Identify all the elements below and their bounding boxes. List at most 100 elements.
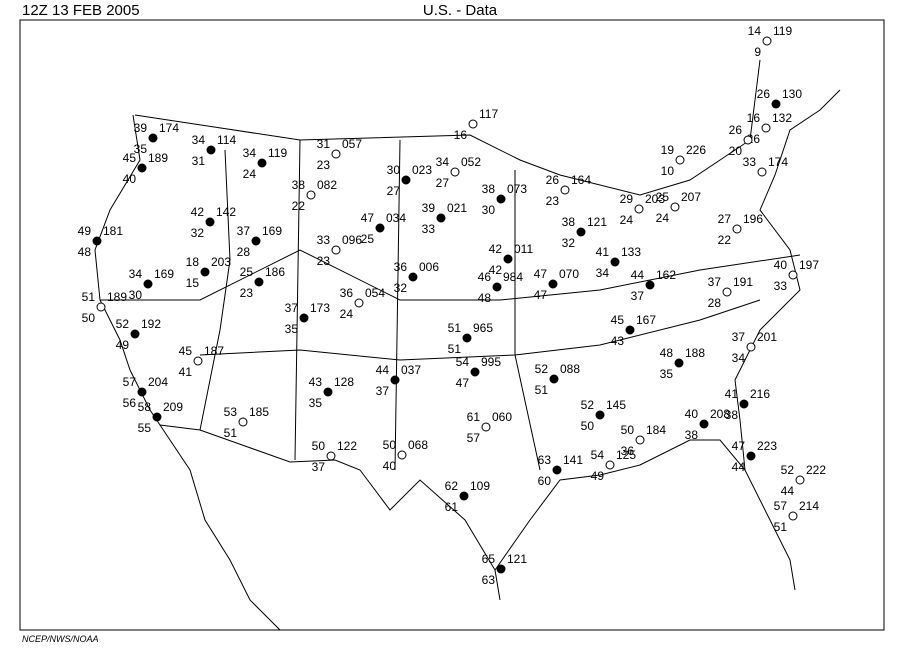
dewpoint: 49 bbox=[591, 469, 605, 483]
map-title: U.S. - Data bbox=[423, 2, 498, 19]
temperature: 50 bbox=[621, 423, 635, 437]
pressure: 119 bbox=[773, 24, 792, 38]
temperature: 52 bbox=[116, 317, 130, 331]
station-marker bbox=[674, 358, 684, 368]
dewpoint: 36 bbox=[621, 444, 635, 458]
station-marker bbox=[130, 329, 140, 339]
dewpoint: 24 bbox=[243, 167, 257, 181]
temperature: 41 bbox=[596, 245, 610, 259]
temperature: 51 bbox=[82, 290, 96, 304]
pressure: 125 bbox=[616, 448, 636, 462]
temperature: 38 bbox=[292, 178, 306, 192]
pressure: 191 bbox=[733, 275, 753, 289]
pressure: 208 bbox=[710, 407, 730, 421]
station-marker bbox=[323, 387, 333, 397]
station-marker bbox=[670, 202, 680, 212]
pressure: 185 bbox=[249, 405, 269, 419]
temperature: 26 bbox=[757, 87, 771, 101]
temperature: 36 bbox=[394, 260, 408, 274]
temperature: 52 bbox=[581, 398, 595, 412]
temperature: 38 bbox=[482, 182, 496, 196]
station-marker bbox=[722, 287, 732, 297]
pressure: 214 bbox=[799, 499, 819, 513]
pressure: 082 bbox=[317, 178, 337, 192]
pressure: 057 bbox=[342, 137, 362, 151]
dewpoint: 23 bbox=[317, 158, 331, 172]
station-marker bbox=[746, 451, 756, 461]
dewpoint: 32 bbox=[562, 236, 576, 250]
dewpoint: 50 bbox=[82, 311, 96, 325]
station-marker bbox=[200, 267, 210, 277]
temperature: 53 bbox=[224, 405, 238, 419]
dewpoint: 40 bbox=[123, 172, 137, 186]
temperature: 57 bbox=[123, 375, 137, 389]
temperature: 45 bbox=[179, 344, 193, 358]
dewpoint: 51 bbox=[535, 383, 549, 397]
station-marker bbox=[92, 236, 102, 246]
dewpoint: 35 bbox=[660, 367, 674, 381]
pressure: 222 bbox=[806, 463, 826, 477]
pressure: 169 bbox=[262, 224, 282, 238]
header-left: 12Z 13 FEB 2005 bbox=[22, 2, 140, 19]
dewpoint: 48 bbox=[478, 291, 492, 305]
dewpoint: 63 bbox=[482, 573, 496, 587]
temperature: 38 bbox=[562, 215, 576, 229]
station-marker bbox=[331, 245, 341, 255]
pressure: 203 bbox=[211, 255, 231, 269]
temperature: 39 bbox=[422, 201, 436, 215]
station-marker bbox=[757, 167, 767, 177]
temperature: 44 bbox=[631, 268, 645, 282]
station-marker bbox=[635, 435, 645, 445]
pressure: 174 bbox=[768, 155, 788, 169]
temperature: 39 bbox=[134, 121, 148, 135]
dewpoint: 34 bbox=[732, 351, 746, 365]
pressure: 073 bbox=[507, 182, 527, 196]
pressure: 054 bbox=[365, 286, 385, 300]
pressure: 965 bbox=[473, 321, 493, 335]
station-marker bbox=[610, 257, 620, 267]
dewpoint: 41 bbox=[179, 365, 193, 379]
dewpoint: 22 bbox=[718, 233, 732, 247]
dewpoint: 31 bbox=[192, 154, 206, 168]
dewpoint: 35 bbox=[285, 322, 299, 336]
station-marker bbox=[354, 298, 364, 308]
pressure: 162 bbox=[656, 268, 676, 282]
temperature: 43 bbox=[309, 375, 323, 389]
pressure: 226 bbox=[686, 143, 706, 157]
dewpoint: 35 bbox=[309, 396, 323, 410]
temperature: 50 bbox=[312, 439, 326, 453]
dewpoint: 50 bbox=[581, 419, 595, 433]
temperature: 45 bbox=[611, 313, 625, 327]
pressure: 142 bbox=[216, 205, 236, 219]
station-marker bbox=[605, 460, 615, 470]
station-marker bbox=[397, 450, 407, 460]
dewpoint: 30 bbox=[129, 288, 143, 302]
pressure: 070 bbox=[559, 267, 579, 281]
station-marker bbox=[459, 491, 469, 501]
temperature: 25 bbox=[240, 265, 254, 279]
temperature: 29 bbox=[620, 192, 634, 206]
station-marker bbox=[206, 145, 216, 155]
dewpoint: 28 bbox=[237, 245, 251, 259]
pressure: 023 bbox=[412, 163, 432, 177]
pressure: 173 bbox=[310, 301, 330, 315]
temperature: 44 bbox=[376, 363, 390, 377]
temperature: 25 bbox=[656, 190, 670, 204]
station-marker bbox=[137, 387, 147, 397]
dewpoint: 24 bbox=[340, 307, 354, 321]
station-marker bbox=[152, 412, 162, 422]
dewpoint: 44 bbox=[781, 484, 795, 498]
temperature: 65 bbox=[482, 552, 496, 566]
pressure: 068 bbox=[408, 438, 428, 452]
temperature: 47 bbox=[361, 211, 375, 225]
temperature: 47 bbox=[534, 267, 548, 281]
station-marker bbox=[481, 422, 491, 432]
dewpoint: 20 bbox=[729, 144, 743, 158]
pressure: 192 bbox=[141, 317, 161, 331]
canada-border bbox=[134, 59, 761, 196]
pressure: 006 bbox=[419, 260, 439, 274]
pressure: 130 bbox=[782, 87, 802, 101]
station-marker bbox=[548, 279, 558, 289]
pressure: 184 bbox=[646, 423, 666, 437]
dewpoint: 51 bbox=[774, 520, 788, 534]
